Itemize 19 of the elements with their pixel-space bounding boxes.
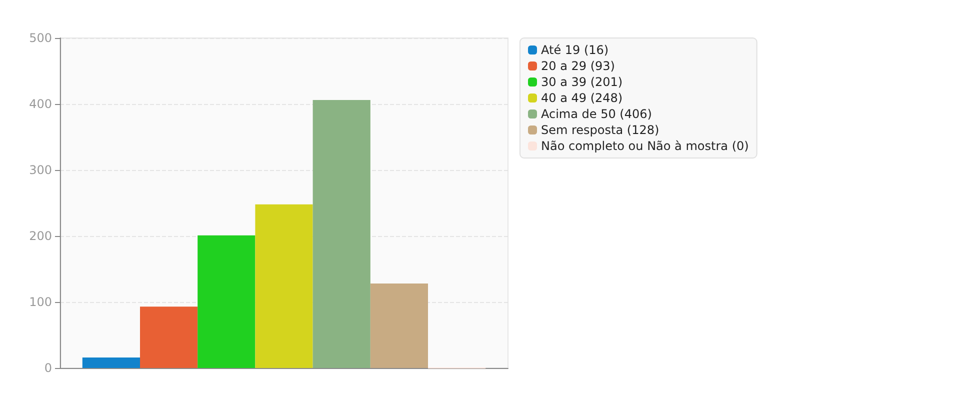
bar [255, 204, 313, 368]
bar [370, 284, 428, 368]
legend-label: Não completo ou Não à mostra (0) [541, 139, 749, 153]
y-tick-label: 100 [29, 295, 52, 309]
bar [82, 357, 140, 368]
bar [312, 100, 370, 368]
bar [198, 235, 256, 368]
legend-label: Acima de 50 (406) [541, 107, 652, 121]
y-tick-label: 400 [29, 97, 52, 111]
legend-label: Até 19 (16) [541, 43, 609, 57]
y-tick-label: 0 [44, 361, 52, 375]
legend-label: Sem resposta (128) [541, 123, 660, 137]
bar [140, 306, 198, 368]
y-tick-label: 500 [29, 31, 52, 45]
legend-label: 40 a 49 (248) [541, 91, 623, 105]
y-tick-label: 300 [29, 163, 52, 177]
legend-label: 20 a 29 (93) [541, 59, 615, 73]
legend-label: 30 a 39 (201) [541, 75, 623, 89]
y-tick-label: 200 [29, 229, 52, 243]
